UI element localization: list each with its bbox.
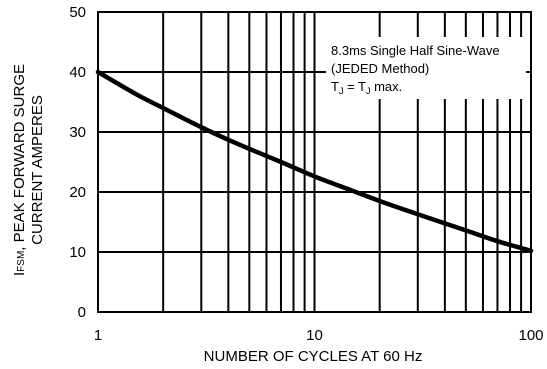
x-tick-labels: 1 10 100	[94, 327, 544, 344]
y-axis-title-line-1: IFSM, PEAK FORWARD SURGE	[11, 64, 28, 276]
y-tick-label: 40	[69, 64, 86, 81]
x-tick-label: 100	[518, 327, 543, 344]
annotation-line-3: TJ = TJ max.	[331, 79, 402, 96]
y-tick-label: 50	[69, 4, 86, 21]
annotation-line-1: 8.3ms Single Half Sine-Wave	[331, 43, 500, 58]
x-tick-label: 10	[306, 327, 323, 344]
y-tick-label: 10	[69, 244, 86, 261]
y-axis-title-line-2: CURRENT AMPERES	[29, 95, 46, 245]
annotation-line-2: (JEDED Method)	[331, 61, 429, 76]
x-axis-title: NUMBER OF CYCLES AT 60 Hz	[204, 348, 423, 365]
y-tick-label: 20	[69, 184, 86, 201]
y-tick-label: 30	[69, 124, 86, 141]
series-line	[95, 69, 534, 254]
y-tick-labels: 0 10 20 30 40 50	[69, 4, 86, 321]
x-tick-label: 1	[94, 327, 102, 344]
y-tick-label: 0	[78, 304, 86, 321]
plot-frame	[97, 11, 532, 313]
annotation-background	[326, 37, 526, 99]
